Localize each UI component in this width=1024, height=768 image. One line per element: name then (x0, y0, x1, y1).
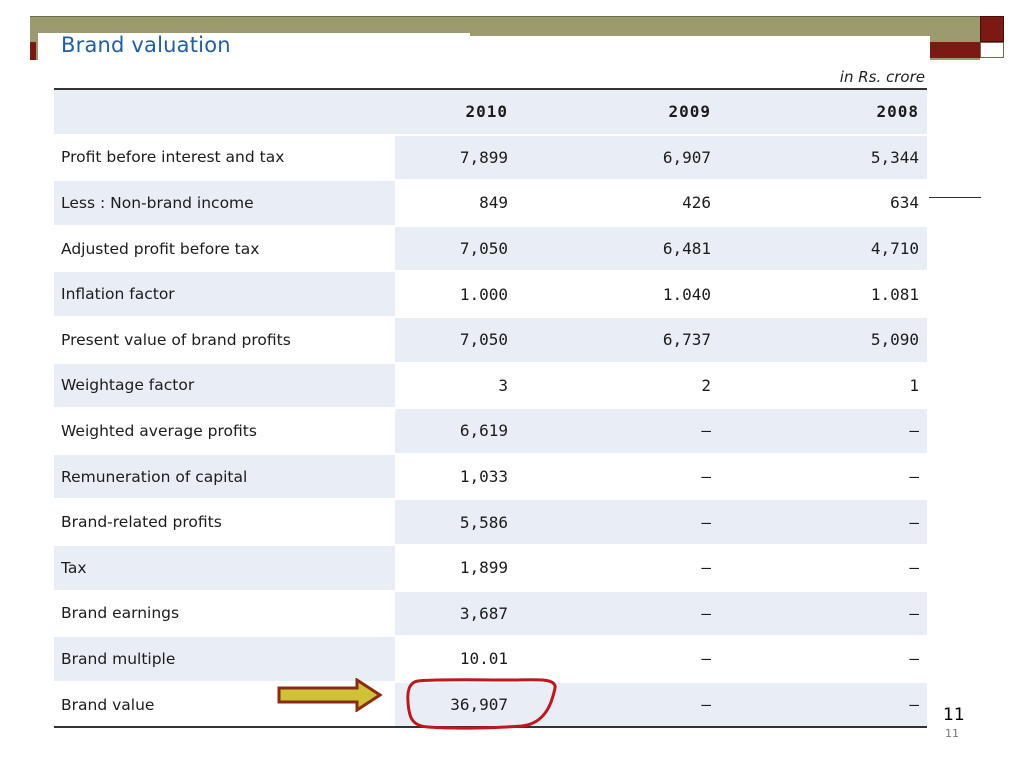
header-panel (470, 36, 930, 66)
cell-2009: 1.040 (519, 272, 722, 316)
cell-2009: 2 (519, 363, 722, 408)
cell-2010-brand-value: 36,907 (395, 682, 519, 727)
cell-2008: – (722, 591, 927, 636)
table-row: Inflation factor 1.000 1.040 1.081 (54, 272, 927, 318)
page-number: 11 (943, 705, 965, 725)
row-label: Weighted average profits (54, 409, 395, 453)
slide-corner-square-small (980, 42, 1004, 58)
table-row: Profit before interest and tax 7,899 6,9… (54, 135, 927, 182)
header-cell-2010: 2010 (395, 90, 519, 134)
cell-2009: 6,481 (519, 226, 722, 271)
cell-2008: – (722, 545, 927, 590)
slide-accent-left (30, 42, 36, 60)
cell-2009: 426 (519, 181, 722, 225)
cell-2010: 6,619 (395, 409, 519, 453)
cell-2009: – (519, 637, 722, 681)
table-row: Remuneration of capital 1,033 – – (54, 454, 927, 501)
table-row: Present value of brand profits 7,050 6,7… (54, 317, 927, 364)
cell-2010: 1.000 (395, 272, 519, 316)
row-label: Adjusted profit before tax (54, 226, 395, 271)
red-circle-annotation (406, 678, 557, 730)
cell-2009: – (519, 591, 722, 636)
table-row: Adjusted profit before tax 7,050 6,481 4… (54, 226, 927, 273)
table-header-row: 2010 2009 2008 (54, 90, 927, 136)
cell-2008: 634 (722, 181, 927, 225)
unit-note: in Rs. crore (839, 68, 925, 86)
cell-2008: 1 (722, 363, 927, 408)
cell-2008: 1.081 (722, 272, 927, 316)
row-label: Brand-related profits (54, 500, 395, 544)
cell-2010: 7,899 (395, 135, 519, 180)
row-label: Present value of brand profits (54, 317, 395, 362)
cell-2010: 7,050 (395, 226, 519, 271)
cell-2010: 3 (395, 363, 519, 408)
cell-2010: 7,050 (395, 317, 519, 362)
row-label: Remuneration of capital (54, 454, 395, 499)
cell-2008: – (722, 682, 927, 727)
cell-2008: – (722, 500, 927, 544)
cell-2008: 5,344 (722, 135, 927, 180)
table-row: Less : Non-brand income 849 426 634 (54, 181, 927, 227)
cell-2009: – (519, 682, 722, 727)
table-row: Brand-related profits 5,586 – – (54, 500, 927, 546)
page-number-small: 11 (945, 727, 959, 740)
cell-2009: – (519, 500, 722, 544)
slide-accent-right (930, 42, 980, 58)
cell-2008: 4,710 (722, 226, 927, 271)
cell-2008: 5,090 (722, 317, 927, 362)
slide-corner-square (980, 16, 1004, 42)
cell-2009: – (519, 545, 722, 590)
right-arrow-icon (277, 678, 383, 712)
table-row: Weighted average profits 6,619 – – (54, 409, 927, 455)
cell-2009: – (519, 409, 722, 453)
row-label: Inflation factor (54, 272, 395, 316)
row-label: Tax (54, 545, 395, 590)
cell-2010: 1,899 (395, 545, 519, 590)
cell-2010: 849 (395, 181, 519, 225)
row-label: Brand multiple (54, 637, 395, 681)
cell-2009: 6,737 (519, 317, 722, 362)
slide-title: Brand valuation (61, 33, 231, 57)
header-cell-2008: 2008 (722, 90, 927, 134)
row-label: Profit before interest and tax (54, 135, 395, 180)
cell-2010: 1,033 (395, 454, 519, 499)
cell-2008: – (722, 454, 927, 499)
table-row: Brand earnings 3,687 – – (54, 591, 927, 638)
header-cell-2009: 2009 (519, 90, 722, 134)
table-row: Tax 1,899 – – (54, 545, 927, 592)
cell-2008: – (722, 637, 927, 681)
cell-2008: – (722, 409, 927, 453)
row-label: Less : Non-brand income (54, 181, 395, 225)
side-divider-line (929, 197, 981, 198)
cell-2010: 5,586 (395, 500, 519, 544)
cell-2009: – (519, 454, 722, 499)
row-label: Weightage factor (54, 363, 395, 408)
cell-2009: 6,907 (519, 135, 722, 180)
table-row: Weightage factor 3 2 1 (54, 363, 927, 410)
cell-2010: 3,687 (395, 591, 519, 636)
cell-2010: 10.01 (395, 637, 519, 681)
brand-valuation-table: 2010 2009 2008 Profit before interest an… (54, 88, 927, 729)
header-cell-label (54, 90, 395, 134)
row-label: Brand earnings (54, 591, 395, 636)
title-panel (38, 33, 470, 63)
table-row: Brand multiple 10.01 – – (54, 637, 927, 683)
